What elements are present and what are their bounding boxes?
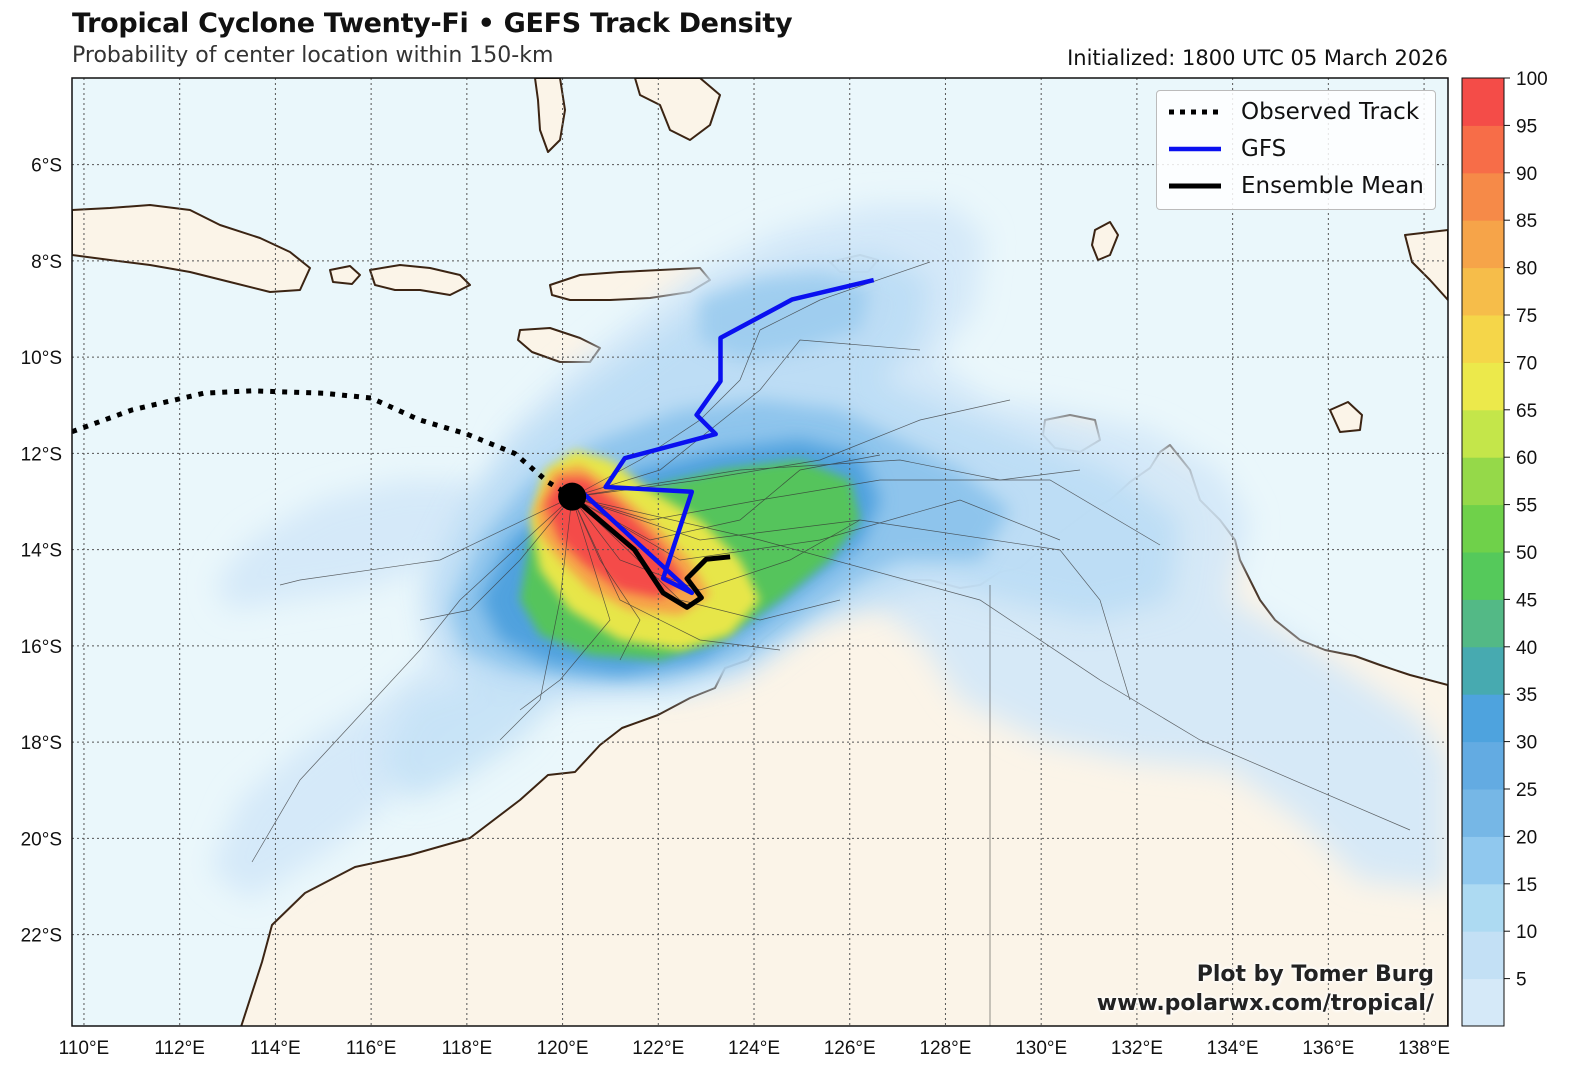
legend-gfs: GFS [1165, 134, 1286, 164]
lon-tick-label: 132°E [1111, 1038, 1163, 1059]
member-tracks [251, 261, 1411, 1026]
lat-tick-label: 22°S [21, 926, 62, 947]
legend-gfs-label: GFS [1241, 136, 1287, 162]
lat-tick-label: 8°S [31, 252, 62, 273]
lon-tick-label: 112°E [154, 1038, 205, 1059]
colorbar-tick-label: 5 [1516, 970, 1527, 991]
lon-tick-label: 134°E [1207, 1038, 1259, 1059]
lat-tick-label: 12°S [21, 444, 62, 465]
colorbar-tick-label: 90 [1516, 164, 1537, 185]
colorbar-tick-label: 75 [1516, 306, 1537, 327]
colorbar-tick-label: 20 [1516, 827, 1537, 848]
colorbar-tick-label: 55 [1516, 496, 1537, 517]
lon-tick-label: 124°E [728, 1038, 780, 1059]
new-guinea-land [1404, 229, 1448, 301]
colorbar-segment [1462, 267, 1504, 316]
colorbar-tick-label: 30 [1516, 733, 1537, 754]
lon-tick-label: 118°E [442, 1038, 493, 1059]
colorbar-segment [1462, 599, 1504, 648]
lon-tick-label: 110°E [59, 1038, 110, 1059]
colorbar-tick-label: 50 [1516, 543, 1537, 564]
legend-mean: Ensemble Mean [1165, 171, 1424, 201]
colorbar-segment [1462, 694, 1504, 743]
observed-swatch-icon [1169, 109, 1221, 115]
init-time: Initialized: 1800 UTC 05 March 2026 [1067, 46, 1448, 70]
credit-url: www.polarwx.com/tropical/ [1096, 991, 1434, 1016]
colorbar-tick-label: 65 [1516, 401, 1537, 422]
colorbar-segment [1462, 409, 1504, 458]
java-island [72, 204, 311, 293]
colorbar-segment [1462, 741, 1504, 790]
colorbar-tick-label: 95 [1516, 116, 1537, 137]
colorbar-tick-label: 10 [1516, 922, 1537, 943]
new-guinea-south [1329, 401, 1363, 433]
colorbar-segment [1462, 646, 1504, 695]
observed-track [72, 388, 574, 499]
colorbar-tick-label: 25 [1516, 780, 1537, 801]
colorbar-segment [1462, 789, 1504, 837]
sumbawa-island [369, 264, 471, 296]
colorbar-tick-label: 80 [1516, 259, 1537, 280]
colorbar-tick-label: 35 [1516, 685, 1537, 706]
storm-center-marker [558, 482, 587, 511]
lat-tick-label: 6°S [31, 156, 62, 177]
north-island-a [634, 78, 721, 141]
colorbar-tick-label: 45 [1516, 590, 1537, 611]
mean-swatch-icon [1169, 183, 1221, 189]
colorbar-segment [1462, 552, 1504, 600]
colorbar-segment [1462, 172, 1504, 221]
buton-island [534, 78, 566, 153]
legend-observed: Observed Track [1165, 97, 1419, 127]
gfs-track [580, 277, 875, 596]
map-title: Tropical Cyclone Twenty-Fi • GEFS Track … [72, 8, 793, 39]
lon-tick-label: 120°E [537, 1038, 589, 1059]
legend: Observed Track GFS Ensemble Mean [1156, 90, 1436, 210]
legend-mean-label: Ensemble Mean [1241, 173, 1424, 199]
colorbar-tick-label: 60 [1516, 448, 1537, 469]
lon-tick-label: 130°E [1015, 1038, 1067, 1059]
lon-tick-label: 128°E [919, 1038, 971, 1059]
colorbar-segment [1462, 978, 1504, 1027]
lat-tick-label: 14°S [21, 541, 62, 562]
lat-tick-label: 18°S [21, 733, 62, 754]
lat-tick-label: 10°S [21, 348, 62, 369]
gridlines [72, 78, 1448, 1026]
colorbar-segment [1462, 362, 1504, 411]
lat-tick-label: 20°S [21, 829, 62, 850]
colorbar-segment [1462, 78, 1504, 126]
lon-tick-label: 138°E [1398, 1038, 1450, 1059]
colorbar [1462, 78, 1504, 1027]
colorbar-tick-label: 85 [1516, 211, 1537, 232]
colorbar-segment [1462, 220, 1504, 269]
lon-tick-label: 116°E [346, 1038, 397, 1059]
map-frame [71, 77, 1449, 1027]
lon-tick-label: 114°E [250, 1038, 301, 1059]
lon-tick-label: 122°E [632, 1038, 684, 1059]
colorbar-segment [1462, 883, 1504, 932]
aru-island [1091, 221, 1119, 261]
colorbar-segment [1462, 125, 1504, 174]
colorbar-segment [1462, 931, 1504, 980]
colorbar-segment [1462, 504, 1504, 553]
latitude-labels: 6°S 8°S 10°S 12°S 14°S 16°S 18°S 20°S 22°S [21, 156, 62, 947]
credit-author: Plot by Tomer Burg [1196, 962, 1434, 987]
map-subtitle: Probability of center location within 15… [72, 43, 554, 68]
colorbar-segment [1462, 315, 1504, 363]
colorbar-segment [1462, 836, 1504, 885]
longitude-labels: 110°E 112°E 114°E 116°E 118°E 120°E 122°E 124°E… [59, 1038, 1450, 1059]
ensemble-mean-track [570, 494, 731, 610]
colorbar-tick-label: 40 [1516, 638, 1537, 659]
colorbar-tick-label: 15 [1516, 875, 1537, 896]
gfs-swatch-icon [1169, 146, 1221, 152]
lon-tick-label: 126°E [824, 1038, 876, 1059]
colorbar-segment [1462, 457, 1504, 506]
colorbar-labels: 5 10 15 20 25 30 35 40 45 50 55 60 65 70 75 80 85 90 95 100 [1504, 69, 1548, 991]
lat-tick-label: 16°S [21, 637, 62, 658]
legend-observed-label: Observed Track [1241, 99, 1420, 125]
colorbar-tick-label: 70 [1516, 353, 1537, 374]
colorbar-tick-label: 100 [1516, 69, 1548, 90]
bali-island [329, 265, 361, 285]
lon-tick-label: 136°E [1302, 1038, 1354, 1059]
